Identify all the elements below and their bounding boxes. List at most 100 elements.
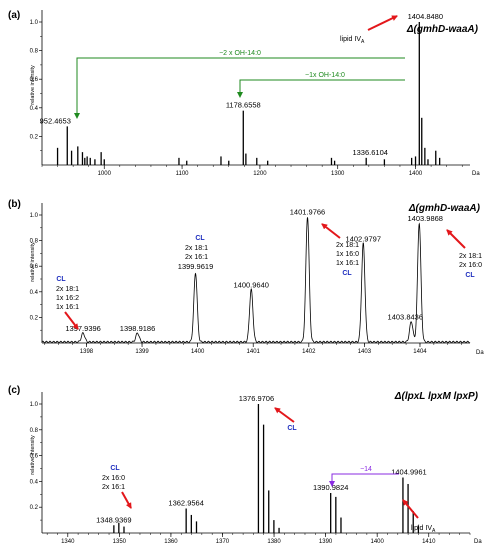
- x-tick-label: 1360: [164, 539, 178, 545]
- cl-label-c1: CL: [110, 465, 120, 472]
- y-tick-label: 1.0: [30, 402, 39, 408]
- x-tick-label: 1370: [216, 539, 230, 545]
- panel-c: (c) Δ(lpxL lpxM lpxP) relative intensity…: [8, 385, 482, 545]
- panel-b-peaks: 1397.9396 1398.9186 1399.9619 1400.9640 1401…: [41, 208, 471, 344]
- panel-a-xunit: Da: [472, 171, 480, 177]
- panel-a-peaks: 952.4653 1178.6558 1336.6104 1404.8480: [40, 12, 443, 165]
- y-tick-label: 1.0: [30, 213, 39, 219]
- x-tick-label: 1350: [113, 539, 127, 545]
- lipid-iva-annotation-a: lipid IVA: [340, 15, 398, 45]
- peak-label: 1398.9186: [120, 324, 155, 333]
- shift-2x-annotation: −2 x OH-14:0: [74, 50, 405, 119]
- x-tick-label: 1200: [253, 171, 267, 177]
- cl-label-c2: CL: [287, 425, 297, 432]
- cl-label-3: CL: [342, 270, 352, 277]
- x-tick-label: 1401: [247, 349, 261, 355]
- y-tick-label: 0.4: [30, 479, 39, 485]
- cl-group-4: 2x 18:1 2x 16:0 CL: [446, 229, 482, 279]
- x-tick-label: 1410: [422, 539, 436, 545]
- g2-line-2: 2x 16:1: [185, 254, 208, 261]
- y-tick-label: 0.2: [30, 134, 39, 140]
- panel-a-axes: 1000 1100 1200 1300 1400 0.2 0.4 0.6 0.8 1.0: [30, 10, 470, 177]
- x-tick-label: 1390: [319, 539, 333, 545]
- peak-label: 952.4653: [40, 116, 71, 125]
- peak-label: 1336.6104: [352, 148, 387, 157]
- cl-group-3: 2x 18:1 1x 16:0 1x 16:1 CL: [321, 223, 359, 277]
- peak-label: 1403.8436: [388, 313, 423, 322]
- x-tick-label: 1400: [371, 539, 385, 545]
- peak-label: 1401.9766: [290, 208, 325, 217]
- panel-b-ylabel: relative intensity: [30, 242, 36, 282]
- panel-c-title: Δ(lpxL lpxM lpxP): [394, 391, 479, 402]
- x-tick-label: 1404: [413, 349, 427, 355]
- x-tick-label: 1340: [61, 539, 75, 545]
- y-tick-label: 0.8: [30, 239, 39, 245]
- panel-c-axes: 1340 1350 1360 1370 1380 1390 1400 1410 0.2 0.4 0.…: [30, 392, 471, 545]
- g1-line-1: 2x 18:1: [56, 286, 79, 293]
- shift-14-label: −14: [360, 466, 372, 473]
- y-tick-label: 0.6: [30, 454, 39, 460]
- x-tick-label: 1403: [358, 349, 372, 355]
- peak-label: 1399.9619: [178, 262, 213, 271]
- g1-line-3: 1x 16:1: [56, 304, 79, 311]
- shift-1x-label: −1x OH-14:0: [305, 72, 345, 79]
- peak-label: 1178.6558: [226, 101, 261, 110]
- peak-label: 1403.9868: [408, 214, 443, 223]
- g4-line-2: 2x 16:0: [459, 262, 482, 269]
- x-tick-label: 1380: [267, 539, 281, 545]
- cl-group-2: CL 2x 18:1 2x 16:1: [185, 235, 208, 261]
- g3-line-2: 1x 16:0: [336, 251, 359, 258]
- panel-b-label: (b): [8, 199, 21, 210]
- g2-line-1: 2x 18:1: [185, 245, 208, 252]
- panel-a: (a) Δ(gmhD-waaA) relative intensity Da 1…: [8, 10, 480, 177]
- peak-label: 1402.9797: [346, 234, 381, 243]
- x-tick-label: 1398: [80, 349, 94, 355]
- cl-label-4: CL: [465, 272, 475, 279]
- c-g1-line-2: 2x 16:1: [102, 484, 125, 491]
- x-tick-label: 1400: [409, 171, 423, 177]
- g3-line-3: 1x 16:1: [336, 260, 359, 267]
- peak-label: 1400.9640: [233, 281, 268, 290]
- peak-label: 1362.9564: [168, 498, 203, 507]
- y-tick-label: 0.8: [30, 428, 39, 434]
- cl-label-1: CL: [56, 276, 66, 283]
- shift-2x-label: −2 x OH-14:0: [219, 50, 261, 57]
- peak-label: 1348.9369: [96, 515, 131, 524]
- y-tick-label: 0.8: [30, 49, 39, 55]
- y-tick-label: 0.2: [30, 505, 39, 511]
- g1-line-2: 1x 16:2: [56, 295, 79, 302]
- peak-label: 1404.9961: [391, 468, 426, 477]
- lipid-iva-annotation-c: lipid IVA: [402, 499, 436, 534]
- panel-b: (b) Δ(gmhD-waaA) relative intensity Da 1…: [8, 199, 484, 356]
- cl-group-1: CL 2x 18:1 1x 16:2 1x 16:1: [56, 276, 79, 330]
- panel-a-ylabel: relative intensity: [30, 65, 36, 105]
- x-tick-label: 1100: [176, 171, 190, 177]
- peak-label: 1404.8480: [408, 12, 443, 21]
- x-tick-label: 1400: [191, 349, 205, 355]
- cl-annotation-c1: CL 2x 16:0 2x 16:1: [102, 465, 132, 509]
- x-tick-label: 1399: [135, 349, 149, 355]
- cl-label-2: CL: [195, 235, 205, 242]
- peak-label: 1390.9824: [313, 483, 348, 492]
- panel-a-title: Δ(gmhD-waaA): [406, 24, 479, 35]
- x-tick-label: 1300: [331, 171, 345, 177]
- profile-line: [41, 217, 471, 344]
- lipid-iva-label-c: lipid IVA: [411, 525, 436, 534]
- lipid-iva-label-a: lipid IVA: [340, 36, 365, 45]
- g3-line-1: 2x 18:1: [336, 242, 359, 249]
- x-tick-label: 1402: [302, 349, 316, 355]
- y-tick-label: 0.4: [30, 290, 39, 296]
- y-tick-label: 0.6: [30, 264, 39, 270]
- c-g1-line-1: 2x 16:0: [102, 475, 125, 482]
- panel-c-peaks: 1348.9369 1362.9564 1376.9706 1390.9824 1404…: [96, 394, 427, 533]
- peak-label: 1376.9706: [239, 394, 274, 403]
- x-tick-label: 1000: [98, 171, 112, 177]
- panel-c-ylabel: relative intensity: [30, 435, 36, 475]
- y-tick-label: 0.2: [30, 315, 39, 321]
- panel-c-label: (c): [8, 385, 20, 396]
- panel-a-label: (a): [8, 10, 20, 21]
- panel-b-title: Δ(gmhD-waaA): [408, 203, 481, 214]
- cl-annotation-c2: CL: [274, 407, 297, 432]
- shift-1x-annotation: −1x OH-14:0: [237, 72, 405, 98]
